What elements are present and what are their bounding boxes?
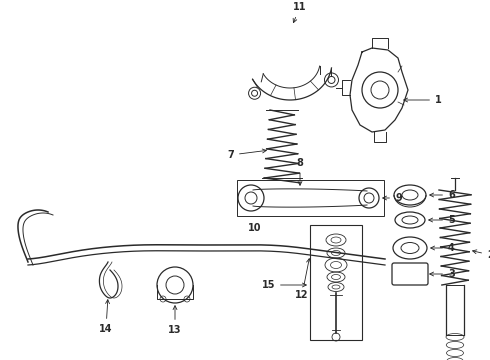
Text: 11: 11: [293, 2, 307, 23]
Text: 1: 1: [404, 95, 442, 105]
Text: 15: 15: [262, 280, 306, 290]
Text: 14: 14: [99, 300, 113, 334]
Text: 12: 12: [295, 258, 311, 300]
Text: 5: 5: [429, 215, 455, 225]
Text: 7: 7: [227, 149, 267, 160]
Text: 3: 3: [430, 269, 455, 279]
Text: 4: 4: [431, 243, 455, 253]
Text: 8: 8: [296, 158, 303, 185]
Text: 10: 10: [248, 223, 262, 233]
Text: 6: 6: [430, 190, 455, 200]
Bar: [237, 180, 384, 216]
Bar: [310, 225, 362, 340]
Text: 13: 13: [168, 306, 182, 335]
Text: 9: 9: [383, 193, 402, 203]
Text: 2: 2: [473, 250, 490, 260]
